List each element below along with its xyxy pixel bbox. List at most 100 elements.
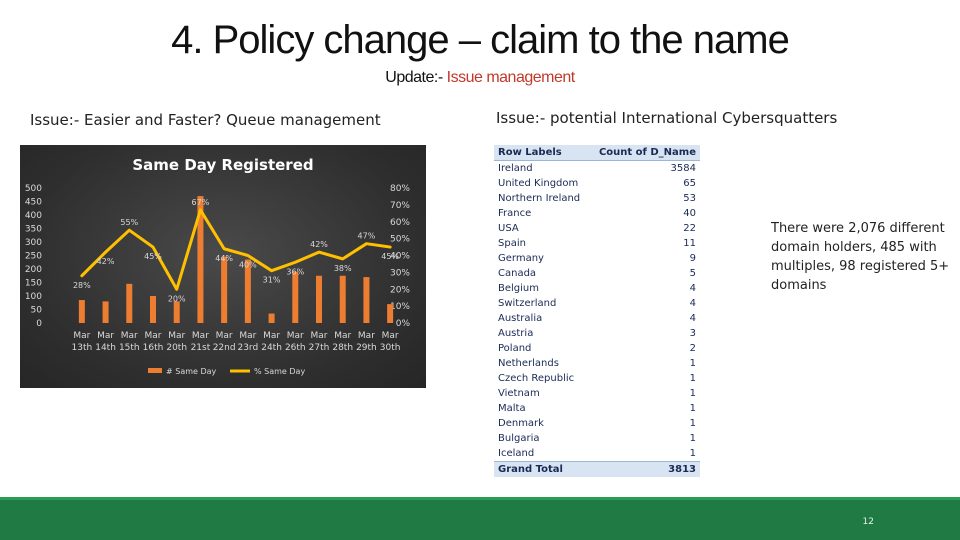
count-cell: 4 (689, 313, 696, 324)
y-left-tick-label: 500 (25, 184, 42, 194)
y-left-tick-label: 200 (25, 265, 42, 275)
footer-band: 12 (0, 497, 960, 540)
table-row: USA 22 (494, 221, 700, 236)
country-cell: Denmark (498, 418, 544, 429)
bar (316, 275, 322, 323)
y-right-tick-label: 80% (390, 184, 410, 194)
table-row: Canada 5 (494, 266, 700, 281)
country-cell: Austria (498, 328, 534, 339)
x-tick-label-day: 30th (380, 343, 401, 353)
country-cell: France (498, 208, 532, 219)
bar (102, 301, 109, 323)
same-day-chart: Same Day Registered 0 50 100 150 200 250 300 350… (20, 145, 426, 388)
bar (387, 304, 394, 323)
y-right-tick-label: 60% (390, 218, 410, 228)
line-data-label: 55% (120, 218, 138, 227)
x-tick-label-month: Mar (239, 331, 256, 341)
count-cell: 1 (689, 418, 696, 429)
line-data-label: 31% (263, 276, 281, 285)
x-tick-label-day: 23rd (237, 343, 258, 353)
count-cell: 1 (689, 403, 696, 414)
y-left-tick-label: 50 (31, 306, 43, 316)
count-cell: 1 (689, 448, 696, 459)
x-tick-label-month: Mar (334, 331, 351, 341)
y-right-tick-label: 30% (390, 268, 410, 278)
table-row: Netherlands 1 (494, 356, 700, 371)
y-right-tick-label: 70% (390, 201, 410, 211)
count-cell: 3584 (670, 163, 696, 174)
x-tick-label-day: 24th (261, 343, 282, 353)
pivot-total-value: 3813 (589, 461, 700, 477)
line-data-label: 36% (286, 267, 304, 276)
y-left-tick-label: 450 (25, 198, 42, 208)
percent-line (80, 208, 392, 291)
x-tick-label-month: Mar (73, 331, 90, 341)
country-cell: Malta (498, 403, 526, 414)
count-cell: 65 (683, 178, 696, 189)
x-tick-label-month: Mar (287, 331, 304, 341)
country-cell: Iceland (498, 448, 535, 459)
table-row: Vietnam 1 (494, 386, 700, 401)
subtitle-highlight: Issue management (446, 69, 576, 86)
x-tick-label-day: 22nd (213, 343, 236, 353)
y-left-tick-label: 400 (25, 211, 42, 221)
table-row: Bulgaria 1 (494, 431, 700, 446)
y-right-tick-label: 0% (396, 319, 411, 329)
count-cell: 11 (683, 238, 696, 249)
count-cell: 53 (683, 193, 696, 204)
count-cell: 1 (689, 358, 696, 369)
bar (244, 259, 251, 323)
pivot-header-count: Count of D_Name (589, 145, 700, 161)
chart-title: Same Day Registered (132, 156, 313, 174)
slide-title: 4. Policy change – claim to the name (171, 18, 790, 62)
table-row: Northern Ireland 53 (494, 191, 700, 206)
table-row: Malta 1 (494, 401, 700, 416)
bar (221, 256, 228, 323)
y-left-tick-label: 350 (25, 225, 42, 235)
country-cell: Belgium (498, 283, 539, 294)
country-cell: United Kingdom (498, 178, 579, 189)
y-right-tick-label: 50% (390, 235, 410, 245)
x-tick-label-day: 16th (143, 343, 164, 353)
line-data-label: 40% (239, 261, 257, 270)
count-cell: 4 (689, 283, 696, 294)
line-data-label: 44% (215, 254, 233, 263)
country-cell: Germany (498, 253, 544, 264)
chart-svg: Same Day Registered 0 50 100 150 200 250 300 350… (25, 156, 411, 376)
country-cell: Vietnam (498, 388, 540, 399)
country-cell: Australia (498, 313, 543, 324)
x-tick-label-month: Mar (168, 331, 185, 341)
x-tick-label-day: 27th (309, 343, 330, 353)
table-row: Austria 3 (494, 326, 700, 341)
bar (126, 283, 133, 323)
domain-holders-note: There were 2,076 different domain holder… (771, 221, 950, 293)
legend-bar-label: # Same Day (166, 367, 217, 376)
y-right-tick-label: 20% (390, 285, 410, 295)
x-tick-label-month: Mar (358, 331, 375, 341)
pivot-total-row: Grand Total 3813 (494, 461, 700, 477)
pivot-header-labels: Row Labels (494, 145, 590, 161)
pivot-body: Ireland 3584 United Kingdom 65 Northern Irel… (494, 161, 700, 462)
count-cell: 9 (689, 253, 696, 264)
count-cell: 22 (683, 223, 696, 234)
table-row: Ireland 3584 (494, 161, 700, 177)
y-left-tick-label: 150 (25, 279, 42, 289)
x-tick-label-month: Mar (216, 331, 233, 341)
legend-line-label: % Same Day (254, 367, 305, 376)
table-row: Germany 9 (494, 251, 700, 266)
table-row: Czech Republic 1 (494, 371, 700, 386)
bar (339, 275, 346, 323)
count-cell: 5 (689, 268, 696, 279)
table-row: Spain 11 (494, 236, 700, 251)
country-cell: Czech Republic (498, 373, 575, 384)
count-cell: 1 (689, 373, 696, 384)
count-cell: 4 (689, 298, 696, 309)
x-tick-label-day: 15th (119, 343, 140, 353)
x-tick-label-day: 29th (356, 343, 377, 353)
country-cell: Ireland (498, 163, 533, 174)
count-cell: 3 (689, 328, 696, 339)
line-data-label: 38% (334, 264, 352, 273)
count-cell: 2 (689, 343, 696, 354)
table-row: France 40 (494, 206, 700, 221)
y-right-tick-label: 40% (390, 252, 410, 262)
